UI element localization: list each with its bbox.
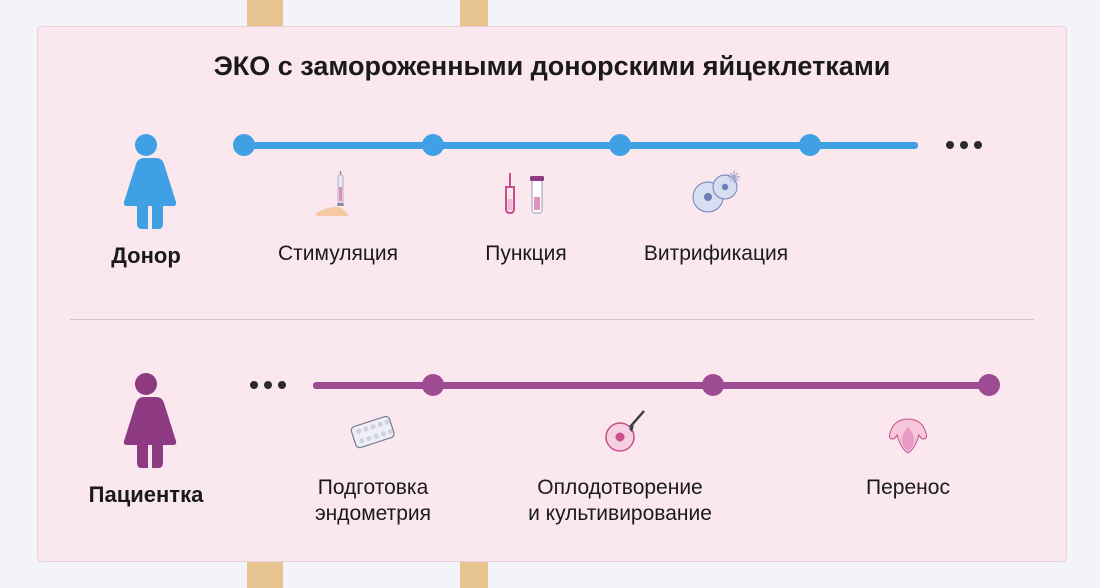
donor-step-icon-2: [616, 169, 816, 221]
donor-ellipsis: [946, 141, 982, 149]
fertilization-icon: [590, 407, 650, 459]
patient-ellipsis: [250, 381, 286, 389]
donor-step-0: Стимуляция: [238, 233, 438, 267]
patient-step-label-1: Оплодотворение и культивирование: [520, 475, 720, 528]
divider: [70, 319, 1034, 320]
title: ЭКО с замороженными донорскими яйцеклетк…: [38, 51, 1066, 82]
patient-step-1: Оплодотворение и культивирование: [520, 467, 720, 528]
patient-step-icon-1: [520, 407, 720, 459]
donor-label: Донор: [76, 243, 216, 269]
person-icon: [114, 372, 178, 472]
donor-step-label-1: Пункция: [426, 241, 626, 267]
donor-person: Донор: [114, 133, 178, 269]
patient-step-icon-2: [808, 407, 1008, 459]
donor-step-label-2: Витрификация: [616, 241, 816, 267]
donor-dot-3: [799, 134, 821, 156]
patient-step-label-2: Перенос: [808, 475, 1008, 501]
patient-dot-1: [702, 374, 724, 396]
donor-step-icon-1: [426, 169, 626, 221]
infographic-canvas: ЭКО с замороженными донорскими яйцеклетк…: [0, 0, 1100, 588]
donor-step-icon-0: [238, 169, 438, 221]
donor-step-1: Пункция: [426, 233, 626, 267]
puncture-icon: [496, 169, 556, 221]
vitrification-icon: [686, 169, 746, 221]
patient-timeline: [313, 382, 989, 389]
patient-step-2: Перенос: [808, 467, 1008, 501]
donor-dot-0: [233, 134, 255, 156]
donor-step-2: Витрификация: [616, 233, 816, 267]
person-icon: [114, 133, 178, 233]
donor-dot-1: [422, 134, 444, 156]
patient-step-icon-0: [273, 407, 473, 459]
donor-dot-2: [609, 134, 631, 156]
pills-icon: [343, 407, 403, 459]
main-card: ЭКО с замороженными донорскими яйцеклетк…: [37, 26, 1067, 562]
patient-person: Пациентка: [114, 372, 178, 508]
stimulation-icon: [308, 169, 368, 221]
patient-dot-2: [978, 374, 1000, 396]
patient-step-label-0: Подготовка эндометрия: [273, 475, 473, 528]
patient-label: Пациентка: [76, 482, 216, 508]
patient-step-0: Подготовка эндометрия: [273, 467, 473, 528]
transfer-icon: [878, 407, 938, 459]
patient-dot-0: [422, 374, 444, 396]
donor-step-label-0: Стимуляция: [238, 241, 438, 267]
